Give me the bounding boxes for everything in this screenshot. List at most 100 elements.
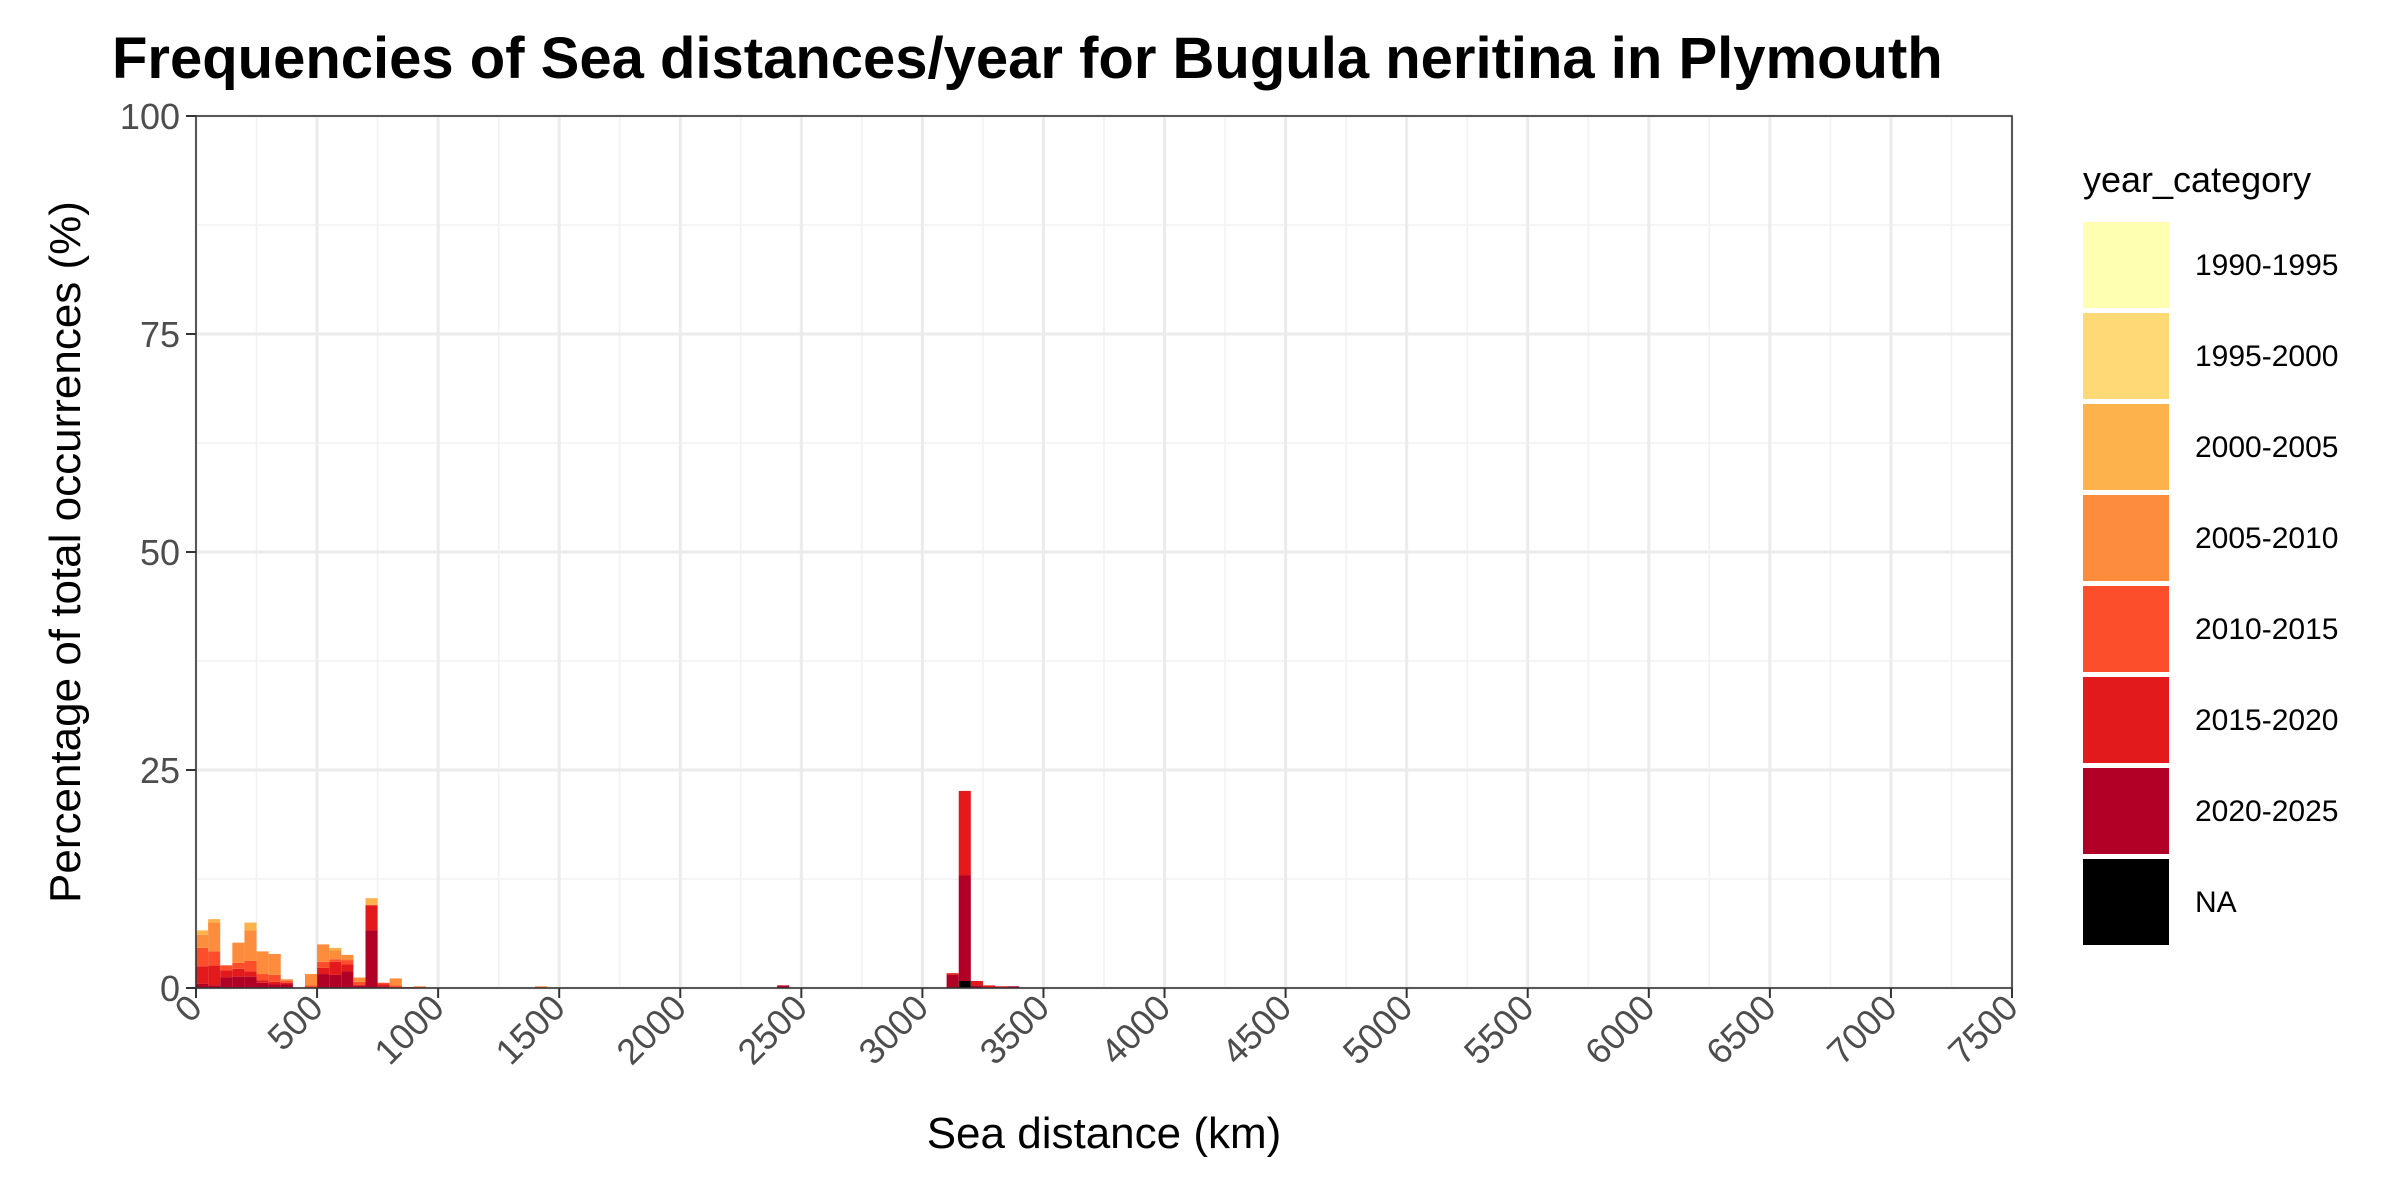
x-axis-title: Sea distance (km) [927, 1109, 1282, 1158]
bar-segment-2015-2020 [946, 973, 959, 975]
bar-segment-2015-2020 [220, 970, 233, 978]
legend-key-swatch [2083, 586, 2169, 672]
x-tick-label: 7500 [1940, 987, 2026, 1073]
legend-key-swatch [2083, 859, 2169, 945]
legend-key-swatch [2083, 313, 2169, 399]
bar-segment-2020-2025 [280, 984, 293, 988]
chart-title: Frequencies of Sea distances/year for Bu… [112, 26, 1943, 91]
legend-key-label: 2005-2010 [2195, 522, 2338, 555]
bar-segment-2020-2025 [196, 983, 209, 988]
x-tick-label: 6500 [1698, 987, 1784, 1073]
bar-segment-2020-2025 [958, 875, 971, 982]
bar-segment-2015-2020 [208, 965, 221, 986]
x-tick-label: 5500 [1456, 987, 1542, 1073]
legend-key-label: 2000-2005 [2195, 431, 2338, 464]
bar-segment-2010-2015 [256, 974, 269, 981]
bar-segment-2005-2010 [304, 974, 318, 986]
bar-segment-2015-2020 [377, 984, 390, 987]
bar-segment-2015-2020 [958, 790, 971, 876]
bar-segment-2020-2025 [946, 974, 959, 988]
legend: year_category 1990-1995 1995-2000 2000-200… [2083, 159, 2338, 945]
legend-key-swatch [2083, 677, 2169, 763]
bar-segment-2005-2010 [413, 986, 427, 988]
bar-segment-2015-2020 [280, 982, 293, 985]
bar-segment-2010-2015 [377, 982, 390, 985]
y-tick-label: 25 [140, 750, 180, 791]
x-tick-label: 4500 [1214, 987, 1300, 1073]
bar-segment-2020-2025 [329, 974, 342, 988]
bar-segment-2010-2015 [389, 985, 402, 988]
bar-segment-2020-2025 [365, 930, 378, 988]
legend-title: year_category [2083, 159, 2311, 200]
bar-segment-2020-2025 [353, 985, 366, 988]
bar-segment-2015-2020 [982, 985, 996, 988]
x-axis: 0 500 1000 1500 2000 2500 3000 3500 4000 4500 5000… [167, 987, 2026, 1073]
bar-segment-2010-2015 [280, 981, 293, 983]
x-tick-label: 0 [167, 987, 210, 1030]
legend-key-label: 2010-2015 [2195, 613, 2338, 646]
bar-segment-2015-2020 [256, 980, 269, 983]
bar-segment-2020-2025 [208, 985, 221, 988]
bar-segment-2010-2015 [268, 974, 281, 982]
legend-key-label: NA [2195, 886, 2237, 919]
bar-segment-na [958, 981, 971, 988]
bar-segment-2010-2015 [196, 947, 209, 967]
bar-segment-2020-2025 [1007, 986, 1020, 988]
bar-segment-2015-2020 [196, 966, 209, 984]
x-tick-label: 4000 [1093, 987, 1179, 1073]
bar-segment-2015-2020 [244, 971, 257, 977]
bar-segment-2015-2020 [970, 981, 983, 986]
bar-segment-2010-2015 [232, 962, 245, 969]
bar-segment-2020-2025 [317, 974, 330, 988]
bar-segment-2005-2010 [268, 953, 281, 975]
legend-key-label: 2020-2025 [2195, 795, 2338, 828]
bar-segment-2000-2005 [208, 919, 221, 923]
legend-key-label: 1995-2000 [2195, 340, 2338, 373]
legend-key-swatch [2083, 495, 2169, 581]
grid-lines [194, 114, 2014, 990]
x-tick-label: 2000 [608, 987, 694, 1073]
bar-segment-2005-2010 [196, 934, 209, 948]
bar-segment-2005-2010 [329, 950, 342, 960]
legend-key-swatch [2083, 768, 2169, 854]
x-tick-label: 3500 [971, 987, 1057, 1073]
bar-segment-2000-2005 [196, 930, 209, 935]
bar-segment-2020-2025 [256, 982, 269, 988]
bar-segment-2015-2020 [317, 967, 330, 975]
bar-segment-2005-2010 [244, 930, 257, 961]
x-tick-label: 6000 [1577, 987, 1663, 1073]
bar-segment-2005-2010 [317, 944, 330, 962]
bar-segment-2005-2010 [208, 922, 221, 952]
y-tick-label: 75 [140, 314, 180, 355]
y-axis-title: Percentage of total occurrences (%) [41, 201, 90, 903]
bar-segment-2005-2010 [534, 986, 548, 988]
bar-segment-2005-2010 [353, 977, 366, 982]
bar-segment-2020-2025 [232, 976, 245, 988]
bar-segment-2005-2010 [280, 979, 293, 982]
y-axis: 0 25 50 75 100 [120, 96, 196, 1009]
bar-segment-2020-2025 [220, 977, 233, 988]
bar-segment-2005-2010 [232, 942, 245, 963]
bar-segment-2010-2015 [304, 985, 318, 988]
x-tick-label: 7000 [1819, 987, 1905, 1073]
bar-segment-2005-2010 [341, 954, 354, 961]
bar-segment-2010-2015 [244, 960, 257, 972]
bars [196, 790, 1020, 988]
bar-segment-2015-2020 [329, 961, 342, 975]
y-tick-label: 50 [140, 532, 180, 573]
bar-segment-2010-2015 [220, 965, 233, 971]
bar-segment-2010-2015 [317, 961, 330, 968]
bar-segment-2005-2010 [256, 951, 269, 975]
legend-key-label: 1990-1995 [2195, 249, 2338, 282]
bar-segment-2015-2020 [995, 986, 1008, 988]
bar-segment-2020-2025 [244, 976, 257, 988]
x-tick-label: 1500 [487, 987, 573, 1073]
bar-segment-2005-2010 [389, 978, 402, 986]
bar-segment-2020-2025 [377, 986, 390, 988]
bar-segment-2010-2015 [208, 951, 221, 966]
y-tick-label: 100 [120, 96, 180, 137]
bar-segment-2000-2005 [244, 922, 257, 931]
bar-segment-2020-2025 [777, 985, 790, 988]
